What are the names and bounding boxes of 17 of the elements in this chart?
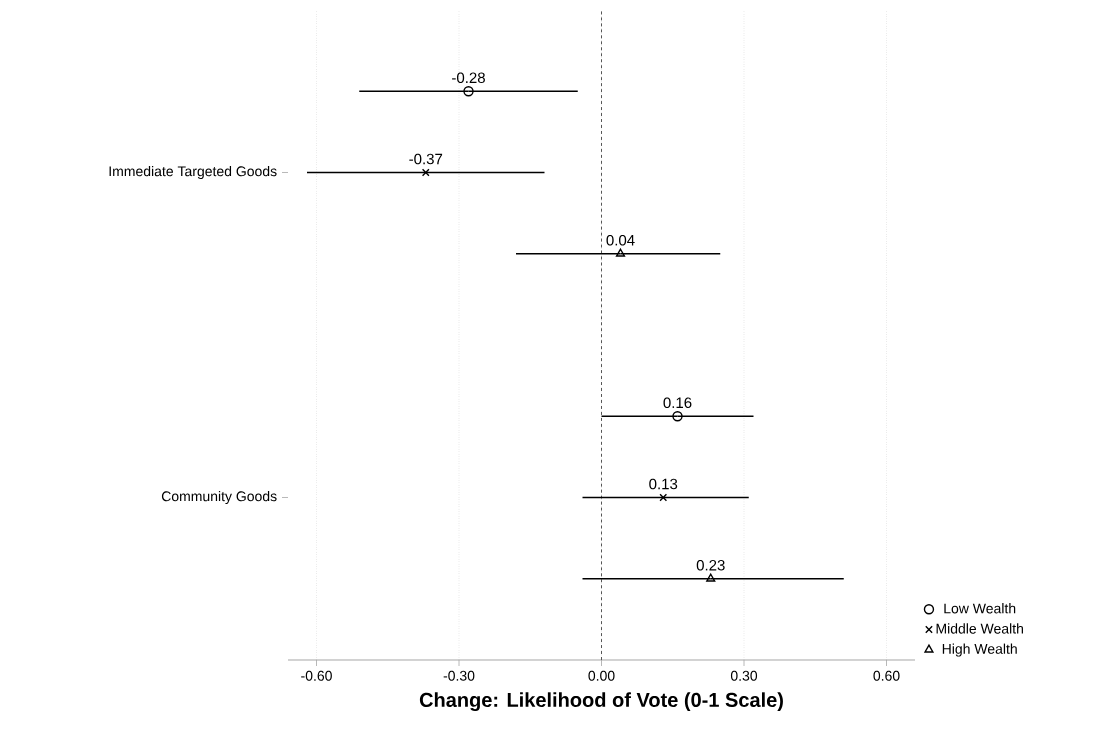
- y-tick-label: Immediate Targeted Goods: [109, 165, 277, 180]
- data-label: 0.16: [663, 397, 692, 409]
- data-label: 0.04: [606, 234, 635, 246]
- x-tick-label: 0.30: [730, 670, 758, 681]
- y-tick-label: Community Goods: [161, 490, 277, 505]
- data-label: -0.37: [409, 153, 443, 165]
- data-label: -0.28: [452, 72, 485, 84]
- legend-label: High Wealth: [942, 643, 1017, 657]
- legend-label: Middle Wealth: [936, 623, 1023, 634]
- x-tick-label: -0.30: [443, 670, 475, 681]
- data-label: 0.23: [696, 559, 725, 571]
- x-tick-label: 0.60: [873, 670, 900, 681]
- x-axis-title: Change: Likelihood of Vote (0-1 Scale): [419, 692, 783, 712]
- legend-label: Low Wealth: [944, 603, 1016, 614]
- x-tick-label: -0.60: [301, 670, 332, 681]
- data-label: 0.13: [649, 478, 678, 490]
- x-tick-label: 0.00: [588, 670, 615, 681]
